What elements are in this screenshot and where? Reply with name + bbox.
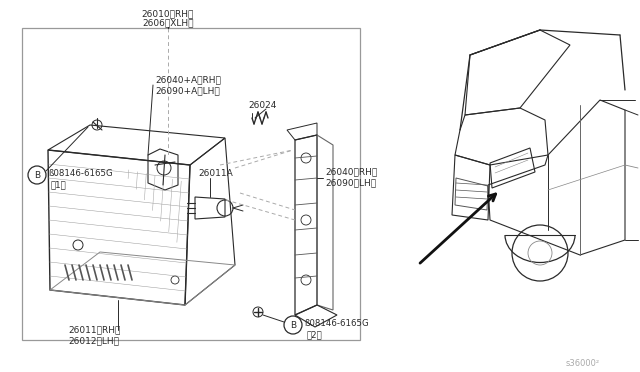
Text: 26040+A（RH）: 26040+A（RH） [155,76,221,84]
Text: 26024: 26024 [248,100,276,109]
Text: 26011（RH）: 26011（RH） [68,326,120,334]
Text: ß08146-6165G: ß08146-6165G [48,169,113,177]
Text: 26040（RH）: 26040（RH） [325,167,377,176]
Text: 26090（LH）: 26090（LH） [325,179,376,187]
Text: 26011A: 26011A [198,169,233,177]
Text: B: B [34,170,40,180]
Text: 2606（XLH）: 2606（XLH） [142,19,194,28]
Text: ß08146-6165G: ß08146-6165G [304,318,369,327]
Text: 26090+A（LH）: 26090+A（LH） [155,87,220,96]
Text: （2）: （2） [307,330,323,340]
Text: B: B [290,321,296,330]
Text: （1）: （1） [51,180,67,189]
Text: s36000²: s36000² [566,359,600,369]
Bar [22,28,360,340]
Text: 26012（LH）: 26012（LH） [68,337,119,346]
Text: 26010（RH）: 26010（RH） [142,10,194,19]
